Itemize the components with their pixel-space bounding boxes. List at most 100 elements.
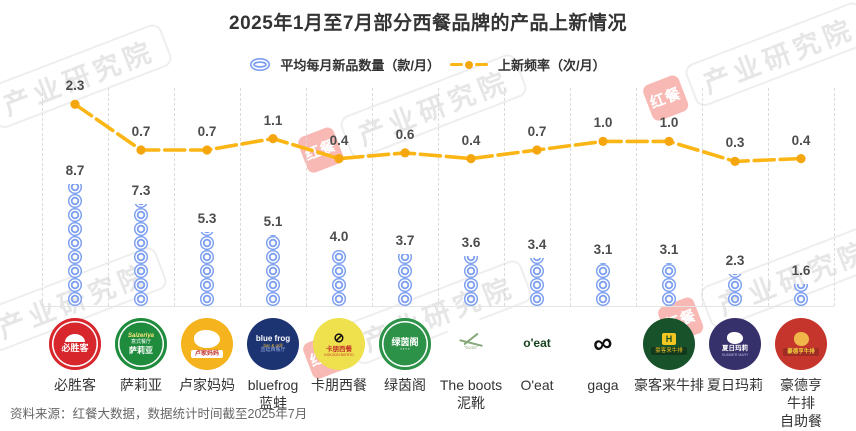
brand-logo-3: 卢家妈妈 [181, 318, 233, 370]
ring-icon [332, 250, 346, 264]
brand-logo-10: H 豪客来牛排 [643, 318, 695, 370]
brand-label: 萨莉亚 [120, 377, 162, 393]
new-products-pictogram [596, 263, 610, 306]
new-products-pictogram [398, 254, 412, 306]
ring-partial-icon [530, 258, 544, 264]
gridline [306, 88, 307, 306]
gridline [636, 88, 637, 306]
logo-arc-glyph [65, 334, 85, 343]
logo-blob-glyph [727, 332, 743, 345]
new-products-pictogram [134, 204, 148, 306]
frequency-point [334, 154, 344, 164]
logo-text: bar & grill [263, 343, 283, 349]
logo-text: "boots" [463, 345, 479, 351]
brand-logo-2: Saizeriya 意式餐厅 萨莉亚 [115, 318, 167, 370]
new-products-value-label: 3.4 [527, 237, 547, 253]
frequency-value-label: 0.4 [791, 132, 811, 148]
new-products-pictogram [266, 235, 280, 306]
brand-logo-1: 必胜客 [49, 318, 101, 370]
ring-icon [266, 264, 280, 278]
data-source-note: 资料来源：红餐大数据，数据统计时间截至2025年7月 [10, 407, 308, 421]
ring-icon [398, 264, 412, 278]
ring-icon [662, 263, 676, 264]
frequency-value-label: 2.3 [65, 78, 85, 94]
ring-icon [728, 278, 742, 292]
frequency-point [796, 154, 806, 164]
frequency-point [136, 145, 146, 155]
new-products-pictogram [662, 263, 676, 306]
ring-icon [596, 264, 610, 278]
ring-icon [464, 292, 478, 306]
x-axis-baseline [42, 306, 834, 307]
new-products-value-label: 3.1 [659, 241, 679, 257]
ring-icon [134, 236, 148, 250]
new-products-pictogram [728, 274, 742, 306]
brand-label: 豪德亨牛排 自助餐厅 [780, 377, 822, 430]
ring-icon [662, 264, 676, 278]
frequency-point [268, 134, 278, 144]
logo-blob-glyph [194, 329, 220, 348]
chart-legend: 平均每月新品数量（款/月） 上新频率（次/月） [0, 55, 856, 74]
brand-label: 卡朋西餐 [311, 377, 367, 393]
ring-partial-icon [596, 263, 610, 264]
new-products-value-label: 1.6 [791, 262, 811, 278]
ring-icon [332, 292, 346, 306]
logo-text: ▪ ▪ ▪ ▪ [400, 345, 410, 351]
ring-partial-icon [200, 232, 214, 236]
logo-text: 豪德亨牛排 [783, 347, 819, 357]
ring-icon [332, 264, 346, 278]
ring-icon [266, 278, 280, 292]
gridline [834, 88, 835, 306]
ring-partial-icon [134, 204, 148, 208]
ring-partial-icon [398, 254, 412, 264]
ring-icon [794, 292, 808, 306]
frequency-point [466, 154, 476, 164]
ring-icon [398, 254, 412, 264]
brand-logo-9: ∞ [577, 318, 629, 370]
gridline [570, 88, 571, 306]
frequency-value-label: 0.4 [329, 132, 349, 148]
ring-icon [266, 236, 280, 250]
chart-title: 2025年1月至7月部分西餐品牌的产品上新情况 [229, 13, 627, 34]
ring-icon [662, 278, 676, 292]
logo-blob-glyph [793, 331, 809, 346]
ring-icon [464, 264, 478, 278]
ring-icon [134, 222, 148, 236]
ring-icon [134, 278, 148, 292]
new-products-pictogram [200, 232, 214, 306]
frequency-point [664, 136, 674, 146]
ring-icon [332, 278, 346, 292]
new-products-value-label: 3.7 [395, 233, 415, 249]
ring-icon [200, 250, 214, 264]
ring-icon [530, 292, 544, 306]
frequency-value-label: 0.3 [725, 135, 745, 151]
ring-partial-icon [662, 263, 676, 264]
logo-text: ∞ [590, 326, 616, 361]
logo-text: 意式餐厅 [130, 338, 151, 345]
frequency-value-label: 0.6 [395, 126, 415, 142]
new-products-pictogram [332, 250, 346, 306]
new-products-value-label: 4.0 [329, 229, 349, 244]
logo-text: blue frog [255, 333, 291, 343]
frequency-value-label: 0.7 [527, 124, 547, 139]
new-products-value-label: 8.7 [65, 163, 85, 179]
brand-label: 夏日玛莉 [707, 377, 763, 393]
ring-partial-icon [794, 284, 808, 292]
logo-text: 必胜客 [61, 343, 89, 354]
ring-icon [134, 250, 148, 264]
logo-text: 蓝蛙西餐厅 [260, 347, 286, 354]
brand-label: gaga [587, 377, 619, 393]
gridline [702, 88, 703, 306]
frequency-point [70, 99, 80, 109]
gridline [372, 88, 373, 306]
gridline [174, 88, 175, 306]
ring-partial-icon [68, 184, 82, 194]
ring-icon [266, 235, 280, 236]
logo-text: 绿茵阁 [391, 336, 419, 347]
brand-label: 必胜客 [54, 377, 96, 393]
ring-icon [200, 236, 214, 250]
logo-text: 卢家妈妈 [190, 349, 223, 359]
